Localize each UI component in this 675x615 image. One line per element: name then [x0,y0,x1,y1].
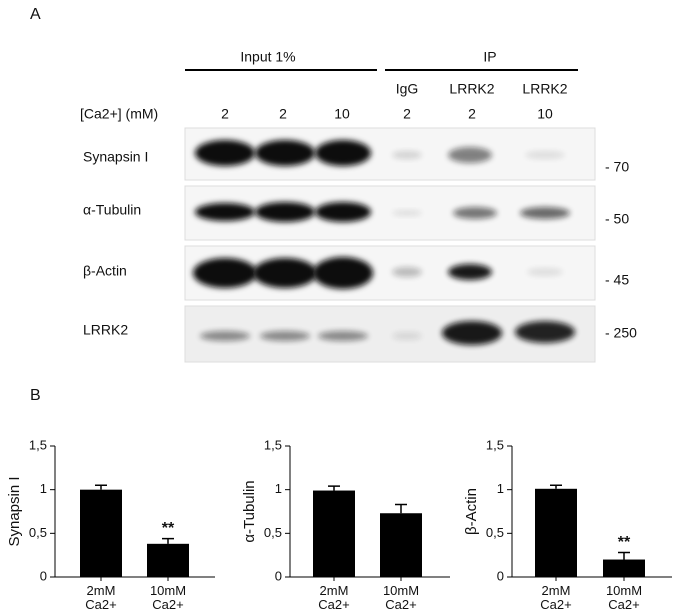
bar [313,490,355,577]
error-bar [550,484,562,489]
y-axis-label: α-Tubulin [241,480,258,542]
significance: ** [618,534,631,551]
marker: - 250 [605,325,637,341]
y-axis-label: β-Actin [463,488,480,535]
condition: 10 [334,106,350,122]
y-axis-label: Synapsin I [6,476,23,546]
y-tick-label: 0,5 [486,525,504,540]
error-bar [95,484,107,490]
lane-name: IgG [396,81,419,97]
lane-name: LRRK2 [522,81,567,97]
error-bar [395,503,407,514]
bar [603,559,645,577]
blot [184,245,596,301]
panel-label: A [30,6,41,23]
condition: 2 [279,106,287,122]
row-label: LRRK2 [83,322,128,338]
y-tick-label: 0,5 [264,525,282,540]
group-label: Input 1% [240,49,295,65]
condition: 2 [221,106,229,122]
x-tick-label: 10mM Ca2+ [383,583,419,612]
x-tick-label: 2mM Ca2+ [85,583,116,612]
condition-label: [Ca2+] (mM) [80,106,158,122]
y-tick-label: 0 [497,568,504,583]
y-tick-label: 1 [40,481,47,496]
marker: - 70 [605,159,629,175]
bar [380,513,422,577]
condition: 10 [537,106,553,122]
blot [184,185,596,241]
bar [80,489,122,577]
y-tick-label: 1,5 [264,437,282,452]
row-label: Synapsin I [83,149,148,165]
blot [184,127,596,181]
row-label: α-Tubulin [83,202,141,218]
x-tick-label: 2mM Ca2+ [318,583,349,612]
bar [535,488,577,577]
group-label: IP [483,49,496,65]
y-tick-label: 1,5 [29,437,47,452]
y-tick-label: 1 [275,481,282,496]
x-tick-label: 2mM Ca2+ [540,583,571,612]
y-tick-label: 0,5 [29,525,47,540]
y-tick-label: 1,5 [486,437,504,452]
marker: - 50 [605,211,629,227]
error-bar [328,485,340,491]
condition: 2 [403,106,411,122]
error-bar [618,551,630,560]
significance: ** [162,520,175,537]
x-tick-label: 10mM Ca2+ [606,583,642,612]
bar [147,543,189,577]
error-bar [162,537,174,544]
panel-label: B [30,387,41,404]
condition: 2 [468,106,476,122]
x-tick-label: 10mM Ca2+ [150,583,186,612]
row-label: β-Actin [83,263,127,279]
y-tick-label: 1 [497,481,504,496]
lane-name: LRRK2 [449,81,494,97]
blot [184,305,596,363]
y-tick-label: 0 [275,568,282,583]
y-tick-label: 0 [40,568,47,583]
marker: - 45 [605,272,629,288]
